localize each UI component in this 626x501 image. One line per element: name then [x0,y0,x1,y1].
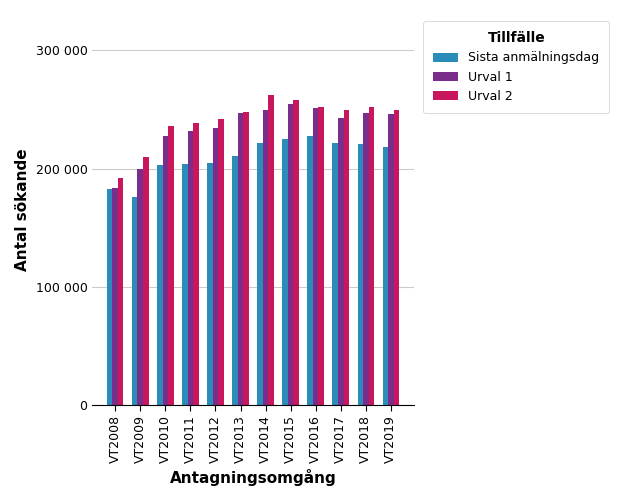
Bar [168,126,173,405]
Bar [269,95,274,405]
Legend: Sista anmälningsdag, Urval 1, Urval 2: Sista anmälningsdag, Urval 1, Urval 2 [423,21,609,113]
Bar [363,113,369,405]
Bar [357,144,363,405]
Y-axis label: Antal sökande: Antal sökande [15,149,30,271]
Bar [257,143,263,405]
Bar [238,113,244,405]
Bar [132,197,138,405]
X-axis label: Antagningsomgång: Antagningsomgång [170,469,336,486]
Bar [188,131,193,405]
Bar [369,107,374,405]
Bar [263,110,269,405]
Bar [344,110,349,405]
Bar [338,118,344,405]
Bar [163,135,168,405]
Bar [218,119,223,405]
Bar [118,178,123,405]
Bar [294,100,299,405]
Bar [182,164,188,405]
Bar [282,139,288,405]
Bar [319,107,324,405]
Bar [138,169,143,405]
Bar [107,189,113,405]
Bar [332,143,338,405]
Bar [143,157,148,405]
Bar [113,187,118,405]
Bar [382,147,388,405]
Bar [213,128,218,405]
Bar [207,163,213,405]
Bar [232,156,238,405]
Bar [288,104,294,405]
Bar [313,108,319,405]
Bar [193,123,198,405]
Bar [157,165,163,405]
Bar [388,114,394,405]
Bar [307,135,313,405]
Bar [394,110,399,405]
Bar [244,112,249,405]
